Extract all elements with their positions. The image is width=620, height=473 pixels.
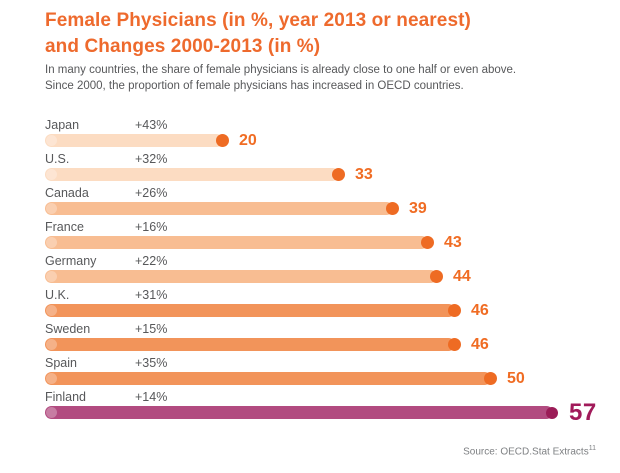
bar [45,168,345,181]
value-label: 39 [409,200,427,217]
country-label: France [45,220,84,234]
change-label: +16% [135,220,168,234]
change-label: +31% [135,288,168,302]
source-note: Source: OECD.Stat Extracts11 [463,445,596,457]
change-label: +32% [135,152,168,166]
change-label: +15% [135,322,168,336]
value-label: 44 [453,268,471,285]
chart-row: U.S. +32% 33 [45,152,605,183]
bar [45,270,443,283]
value-label: 50 [507,370,525,387]
chart-row: Germany +22% 44 [45,254,605,285]
chart-row: Finland +14% 57 [45,390,605,426]
bar-end-dot [386,202,399,215]
page-title-line1: Female Physicians (in %, year 2013 or ne… [45,10,471,31]
bar [45,304,461,317]
change-label: +22% [135,254,168,268]
bar [45,406,558,419]
bar-track: 57 [45,399,605,426]
bar-track: 43 [45,234,605,251]
bar-track: 39 [45,200,605,217]
bar-track: 50 [45,370,605,387]
row-labels: Japan +43% [45,118,605,132]
bar-track: 46 [45,302,605,319]
row-labels: U.K. +31% [45,288,605,302]
bar [45,338,461,351]
chart-subtitle-line1: In many countries, the share of female p… [45,64,517,76]
chart-row: U.K. +31% 46 [45,288,605,319]
source-footnote-superscript: 11 [588,445,596,452]
bar-track: 46 [45,336,605,353]
value-label: 57 [569,399,597,426]
bar-track: 33 [45,166,605,183]
row-labels: Canada +26% [45,186,605,200]
bar-chart: Japan +43% 20 U.S. +32% 33 Canada +26% [45,118,605,426]
bar-end-dot [484,372,497,385]
page-title-line2: and Changes 2000-2013 (in %) [45,36,321,57]
bar-end-dot [332,168,345,181]
row-labels: France +16% [45,220,605,234]
page-title: Female Physicians (in %, year 2013 or ne… [45,8,471,60]
value-label: 20 [239,132,257,149]
chart-row: France +16% 43 [45,220,605,251]
country-label: Canada [45,186,89,200]
country-label: U.S. [45,152,70,166]
chart-row: Japan +43% 20 [45,118,605,149]
value-label: 46 [471,336,489,353]
country-label: Spain [45,356,77,370]
country-label: Germany [45,254,97,268]
change-label: +26% [135,186,168,200]
change-label: +14% [135,390,168,404]
source-text: Source: OECD.Stat Extracts [463,446,589,458]
bar-track: 20 [45,132,605,149]
bar [45,134,229,147]
country-label: Japan [45,118,80,132]
change-label: +35% [135,356,168,370]
bar-end-dot [421,236,434,249]
country-label: Finland [45,390,86,404]
country-label: Sweden [45,322,91,336]
row-labels: Germany +22% [45,254,605,268]
row-labels: Spain +35% [45,356,605,370]
bar [45,372,497,385]
value-label: 46 [471,302,489,319]
row-labels: Finland +14% [45,390,605,404]
chart-subtitle: In many countries, the share of female p… [45,62,516,94]
row-labels: U.S. +32% [45,152,605,166]
country-label: U.K. [45,288,70,302]
chart-row: Canada +26% 39 [45,186,605,217]
chart-subtitle-line2: Since 2000, the proportion of female phy… [45,80,464,92]
row-labels: Sweden +15% [45,322,605,336]
bar-end-dot [216,134,229,147]
bar [45,236,434,249]
chart-row: Sweden +15% 46 [45,322,605,353]
change-label: +43% [135,118,168,132]
value-label: 43 [444,234,462,251]
chart-row: Spain +35% 50 [45,356,605,387]
bar [45,202,399,215]
bar-track: 44 [45,268,605,285]
bar-end-dot [448,338,461,351]
value-label: 33 [355,166,373,183]
bar-end-dot [430,270,443,283]
bar-end-dot [448,304,461,317]
bar-end-dot [546,406,558,419]
